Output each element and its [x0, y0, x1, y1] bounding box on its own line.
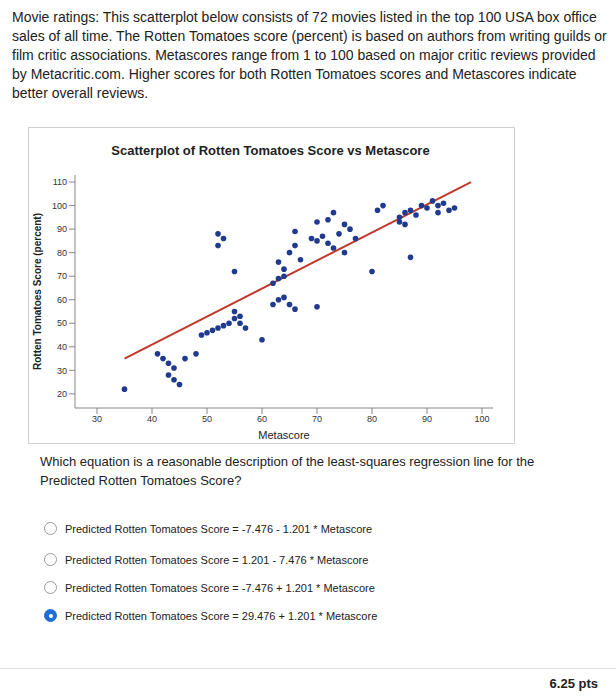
html-text:Predicted Rotten Tomatoes Scor: Predicted Rotten Tomatoes Score = 1.201 …: [65, 553, 369, 566]
svg-text:90: 90: [422, 414, 432, 424]
svg-text:30: 30: [57, 366, 67, 376]
svg-text:60: 60: [257, 414, 267, 424]
svg-text:100: 100: [52, 201, 67, 211]
svg-text:100: 100: [474, 414, 489, 424]
html-text:Predicted Rotten Tomatoes Scor: Predicted Rotten Tomatoes Score = -7.476…: [65, 581, 375, 594]
svg-text:70: 70: [312, 414, 322, 424]
svg-text:40: 40: [57, 342, 67, 352]
svg-text:50: 50: [57, 318, 67, 328]
svg-text:80: 80: [367, 414, 377, 424]
html-text:Movie ratings: This scatterplo: Movie ratings: This scatterplot below co…: [12, 9, 607, 101]
svg-text:20: 20: [57, 389, 67, 399]
svg-text:80: 80: [57, 248, 67, 258]
svg-text:40: 40: [147, 414, 157, 424]
svg-text:50: 50: [202, 414, 212, 424]
html-text:6.25 pts: 6.25 pts: [549, 676, 598, 691]
svg-text:90: 90: [57, 224, 67, 234]
svg-text:70: 70: [57, 271, 67, 281]
html-text:Scatterplot of Rotten Tomatoes: Scatterplot of Rotten Tomatoes Score vs …: [111, 143, 430, 158]
html-text:Predicted Rotten Tomatoes Scor: Predicted Rotten Tomatoes Score = -7.476…: [65, 522, 373, 535]
svg-text:30: 30: [92, 414, 102, 424]
svg-text:60: 60: [57, 295, 67, 305]
svg-text:Rotten Tomatoes Score (percent: Rotten Tomatoes Score (percent): [32, 213, 43, 370]
svg-text:110: 110: [53, 177, 67, 187]
html-text:Predicted Rotten Tomatoes Scor: Predicted Rotten Tomatoes Score = 29.476…: [65, 609, 378, 622]
html-text:Which equation is a reasonable: Which equation is a reasonable descripti…: [40, 454, 535, 488]
svg-text:Metascore: Metascore: [258, 429, 309, 441]
